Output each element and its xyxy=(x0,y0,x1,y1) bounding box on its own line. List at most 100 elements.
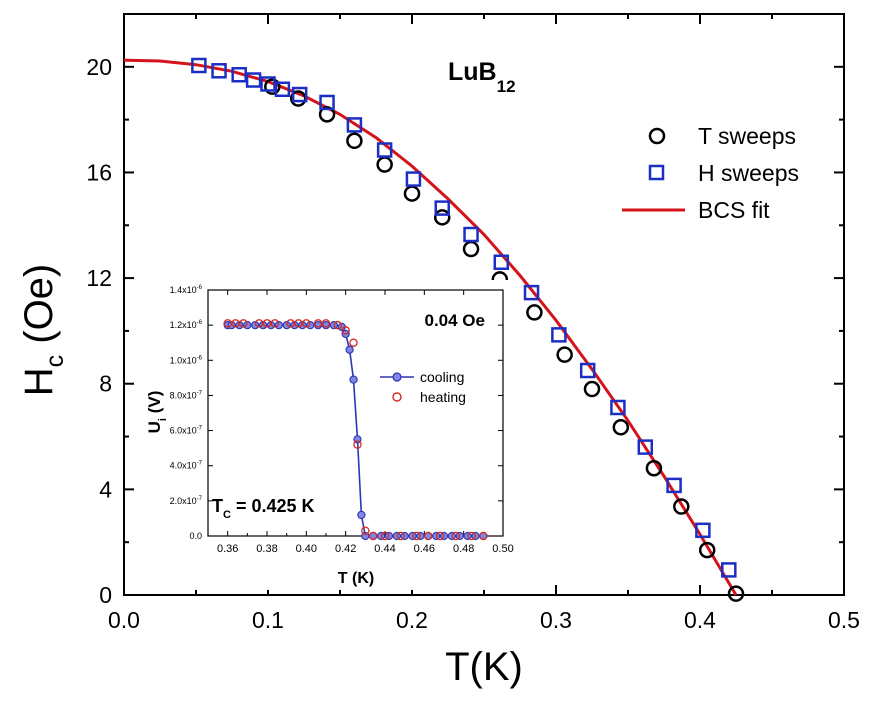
y-tick-label: 20 xyxy=(86,54,112,80)
heating-point xyxy=(451,531,461,541)
h-sweeps-point xyxy=(319,94,335,111)
heating-point xyxy=(254,319,264,328)
y-tick-label: 0 xyxy=(99,582,112,608)
main-data-markers xyxy=(191,57,745,602)
inset-legend-marker-heating xyxy=(392,392,402,402)
inset-legend-marker-cooling xyxy=(392,372,402,382)
h-sweeps-point xyxy=(191,57,207,74)
inset-x-tick-label: 0.36 xyxy=(217,543,238,555)
h-sweeps-point xyxy=(695,522,711,539)
inset-x-tick-label: 0.48 xyxy=(453,543,474,555)
x-tick-label: 0.1 xyxy=(252,607,284,633)
h-sweeps-point xyxy=(434,200,450,216)
legend-label-h-sweeps: H sweeps xyxy=(698,160,799,186)
legend-marker-h-sweeps xyxy=(648,164,665,181)
inset-y-tick-label: 8.0x10-7 xyxy=(170,390,203,400)
inset-x-tick-label: 0.46 xyxy=(414,543,435,555)
heating-point xyxy=(270,319,280,328)
heating-point xyxy=(412,531,421,541)
heating-point xyxy=(467,531,476,541)
inset-y-tick-label: 0.0 xyxy=(189,531,202,541)
t-sweeps-point xyxy=(433,209,451,226)
t-sweeps-point xyxy=(264,78,281,95)
h-sweeps-point xyxy=(346,117,363,133)
inset-plot: 0.36 0.38 0.40 0.42 0.44 0.46 0.48 0.50 0.0 2.0x… xyxy=(140,280,514,590)
heating-point xyxy=(396,531,405,541)
inset-data-markers xyxy=(223,319,488,541)
heating-point xyxy=(223,319,232,328)
heating-point xyxy=(349,338,358,347)
cooling-point xyxy=(357,510,366,520)
y-tick-label: 8 xyxy=(99,371,112,397)
h-sweeps-point xyxy=(231,66,247,83)
y-tick-label: 4 xyxy=(99,476,112,502)
heating-point xyxy=(294,319,303,328)
t-sweeps-point xyxy=(526,304,543,321)
x-axis-label: T(K) xyxy=(445,645,523,689)
inset-x-tick-label: 0.40 xyxy=(296,543,317,555)
t-sweeps-point xyxy=(462,240,480,258)
h-sweeps-point xyxy=(405,171,422,187)
heating-point xyxy=(361,526,370,535)
inset-y-tick-label: 6.0x10-7 xyxy=(170,426,203,436)
chart-title: LuB12 xyxy=(448,58,516,96)
t-sweeps-point xyxy=(318,106,336,123)
t-sweeps-point xyxy=(612,419,630,436)
heating-point xyxy=(286,319,295,328)
heating-point xyxy=(333,320,343,330)
h-sweeps-point xyxy=(579,362,596,379)
inset-y-axis-label: Ui (V) xyxy=(145,391,169,434)
cooling-point xyxy=(345,345,354,354)
inset-field-annotation: 0.04 Oe xyxy=(425,311,486,330)
inset-frame xyxy=(207,289,504,537)
h-sweeps-point xyxy=(376,142,393,158)
inset-y-tick-labels: 0.0 2.0x10-7 4.0x10-7 6.0x10-7 8.0x10-7 1.0x1… xyxy=(170,285,203,541)
heating-point xyxy=(479,531,488,541)
heating-point xyxy=(353,440,362,449)
inset-legend: cooling heating xyxy=(380,369,466,405)
inset-x-tick-label: 0.38 xyxy=(256,543,277,555)
h-sweeps-point xyxy=(245,72,262,88)
inset-x-tick-label: 0.42 xyxy=(335,543,356,555)
t-sweeps-point xyxy=(673,498,690,515)
inset-x-tick-labels: 0.36 0.38 0.40 0.42 0.44 0.46 0.48 0.50 xyxy=(217,543,514,555)
y-axis-label: Hc (Oe) xyxy=(17,264,69,397)
heating-point xyxy=(313,319,323,328)
t-sweeps-point xyxy=(556,346,573,363)
inset-y-tick-label: 4.0x10-7 xyxy=(170,461,203,471)
h-sweeps-point xyxy=(211,63,227,79)
legend-label-t-sweeps: T sweeps xyxy=(698,123,796,149)
h-sweeps-point xyxy=(666,477,682,494)
x-tick-label: 0.0 xyxy=(108,607,140,633)
heating-point xyxy=(341,326,350,335)
x-tick-label: 0.5 xyxy=(828,607,860,633)
h-sweeps-point xyxy=(493,254,510,270)
t-sweeps-point xyxy=(645,459,663,477)
h-sweeps-point xyxy=(551,327,567,343)
inset-x-tick-label: 0.44 xyxy=(374,543,395,555)
cooling-point xyxy=(349,375,358,384)
inset-x-tick-label: 0.50 xyxy=(492,543,513,555)
h-sweeps-point xyxy=(463,226,479,243)
h-sweeps-point xyxy=(610,399,626,416)
t-sweeps-point xyxy=(583,380,601,398)
t-sweeps-point xyxy=(698,541,716,559)
t-sweeps-point xyxy=(376,156,393,173)
t-sweeps-point xyxy=(727,585,745,602)
h-sweeps-point xyxy=(523,284,540,301)
heating-point xyxy=(435,531,445,541)
heating-point xyxy=(302,319,311,328)
x-tick-label: 0.3 xyxy=(540,607,572,633)
heating-point xyxy=(424,531,433,541)
main-legend: T sweeps H sweeps BCS fit xyxy=(622,123,799,223)
legend-label-bcs-fit: BCS fit xyxy=(698,197,770,223)
heating-point xyxy=(380,531,390,541)
heating-point xyxy=(231,319,240,328)
x-tick-label: 0.2 xyxy=(396,607,428,633)
y-tick-label: 16 xyxy=(86,159,112,185)
t-sweeps-point xyxy=(403,185,421,202)
main-x-tick-labels: 0.0 0.1 0.2 0.3 0.4 0.5 xyxy=(108,607,860,633)
inset-y-tick-label: 1.2x10-6 xyxy=(170,320,203,330)
h-sweeps-point xyxy=(637,439,654,455)
y-tick-label: 12 xyxy=(86,265,112,291)
